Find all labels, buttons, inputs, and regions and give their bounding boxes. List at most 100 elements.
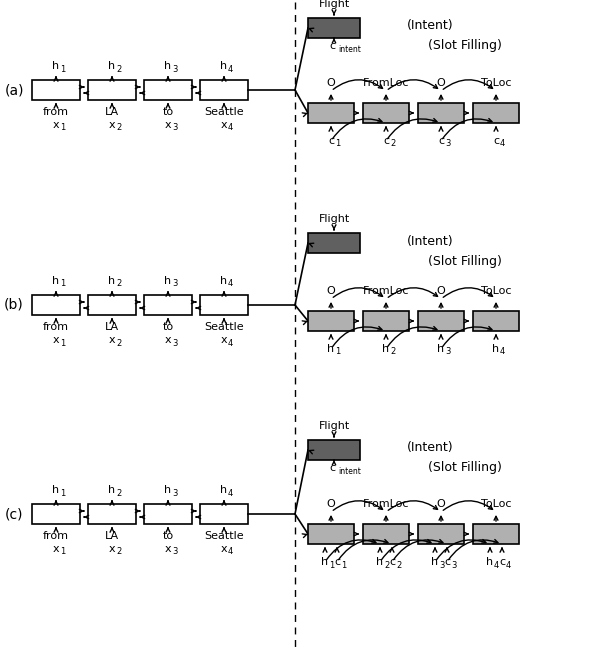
Text: h: h [221, 61, 228, 71]
Text: c: c [334, 557, 340, 567]
Text: 1: 1 [60, 339, 65, 348]
Bar [32, 504, 80, 524]
Text: h: h [377, 557, 384, 567]
Text: 1: 1 [60, 64, 65, 73]
Text: Flight: Flight [318, 0, 350, 9]
Text: LA: LA [105, 107, 119, 117]
Bar [200, 80, 248, 100]
Text: h: h [164, 485, 172, 495]
Text: 4: 4 [228, 547, 233, 556]
Text: x: x [221, 335, 227, 345]
Bar [418, 311, 464, 331]
Text: 3: 3 [172, 547, 178, 556]
Text: (b): (b) [4, 298, 24, 312]
Bar [418, 524, 464, 544]
Text: 2: 2 [116, 124, 121, 133]
Text: h: h [432, 557, 439, 567]
Text: 2: 2 [116, 280, 121, 289]
Text: from: from [43, 531, 69, 541]
Text: x: x [164, 120, 171, 130]
Text: c: c [328, 136, 334, 146]
Text: to: to [163, 531, 173, 541]
Text: ToLoc: ToLoc [481, 499, 511, 509]
Text: x: x [221, 120, 227, 130]
Text: LA: LA [105, 531, 119, 541]
Text: 4: 4 [494, 560, 499, 569]
Text: (c): (c) [5, 507, 23, 521]
Text: x: x [52, 335, 60, 345]
Text: 4: 4 [500, 348, 505, 356]
Text: Flight: Flight [318, 421, 350, 431]
Text: 3: 3 [172, 64, 178, 73]
Bar [363, 311, 409, 331]
Text: 2: 2 [116, 64, 121, 73]
Text: c: c [389, 557, 395, 567]
Bar [144, 504, 192, 524]
Text: intent: intent [338, 467, 361, 476]
Text: c: c [438, 136, 444, 146]
Bar [308, 440, 360, 460]
Text: 1: 1 [60, 547, 65, 556]
Bar [363, 103, 409, 123]
Text: x: x [164, 544, 171, 554]
Text: (Slot Filling): (Slot Filling) [428, 255, 502, 268]
Text: x: x [108, 335, 115, 345]
Text: Seattle: Seattle [204, 107, 244, 117]
Text: x: x [164, 335, 171, 345]
Bar [308, 311, 354, 331]
Text: 4: 4 [228, 124, 233, 133]
Text: 4: 4 [500, 140, 505, 148]
Text: h: h [221, 485, 228, 495]
Text: c: c [329, 463, 335, 473]
Text: 3: 3 [172, 339, 178, 348]
Text: 1: 1 [335, 348, 340, 356]
Bar [308, 103, 354, 123]
Text: LA: LA [105, 322, 119, 332]
Text: h: h [492, 344, 499, 354]
Text: 3: 3 [172, 124, 178, 133]
Bar [144, 80, 192, 100]
Text: FromLoc: FromLoc [363, 286, 409, 296]
Text: 3: 3 [172, 489, 178, 497]
Text: h: h [221, 276, 228, 286]
Text: from: from [43, 107, 69, 117]
Text: O: O [327, 78, 336, 88]
Text: Seattle: Seattle [204, 531, 244, 541]
Bar [88, 504, 136, 524]
Text: O: O [437, 78, 445, 88]
Text: 4: 4 [228, 339, 233, 348]
Bar [32, 80, 80, 100]
Text: 2: 2 [390, 348, 395, 356]
Text: 3: 3 [451, 560, 457, 569]
Bar [308, 18, 360, 38]
Text: (a): (a) [4, 83, 24, 97]
Text: 2: 2 [116, 489, 121, 497]
Text: h: h [108, 61, 116, 71]
Text: h: h [164, 276, 172, 286]
Text: FromLoc: FromLoc [363, 499, 409, 509]
Text: h: h [52, 61, 60, 71]
Text: x: x [221, 544, 227, 554]
Text: x: x [52, 544, 60, 554]
Text: O: O [437, 286, 445, 296]
Text: 3: 3 [439, 560, 445, 569]
Bar [418, 103, 464, 123]
Text: 4: 4 [228, 64, 233, 73]
Text: h: h [486, 557, 493, 567]
Text: 1: 1 [60, 124, 65, 133]
Text: Flight: Flight [318, 214, 350, 224]
Bar [308, 524, 354, 544]
Bar [88, 80, 136, 100]
Text: h: h [108, 276, 116, 286]
Text: (Intent): (Intent) [406, 441, 454, 454]
Text: h: h [52, 276, 60, 286]
Text: 4: 4 [506, 560, 511, 569]
Text: to: to [163, 322, 173, 332]
Text: c: c [329, 41, 335, 51]
Text: h: h [437, 344, 445, 354]
Text: (Intent): (Intent) [406, 20, 454, 32]
Text: c: c [444, 557, 450, 567]
Text: (Slot Filling): (Slot Filling) [428, 40, 502, 53]
Text: 1: 1 [335, 140, 340, 148]
Bar [32, 295, 80, 315]
